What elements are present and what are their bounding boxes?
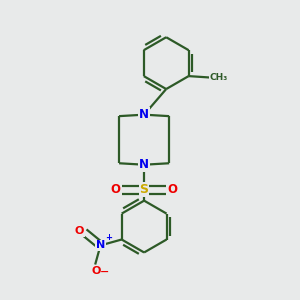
Text: O: O (91, 266, 101, 276)
Text: S: S (140, 183, 148, 196)
Text: O: O (168, 183, 178, 196)
Text: +: + (106, 232, 112, 242)
Text: N: N (96, 240, 105, 250)
Text: O: O (110, 183, 121, 196)
Text: N: N (139, 158, 149, 171)
Text: O: O (75, 226, 84, 236)
Text: CH₃: CH₃ (209, 73, 228, 82)
Text: −: − (100, 266, 109, 277)
Text: N: N (139, 108, 149, 121)
